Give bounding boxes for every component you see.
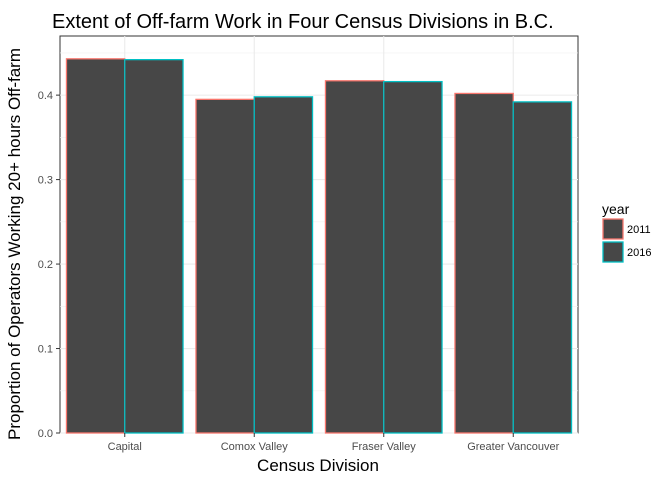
bar (512, 101, 573, 434)
y-tick-label: 0.2 (38, 259, 53, 271)
y-tick-label: 0.4 (38, 90, 53, 102)
bar (65, 58, 126, 434)
bar (454, 92, 514, 434)
legend-label: 2011 (627, 224, 651, 236)
y-tick-label: 0.3 (38, 175, 53, 187)
bar (253, 96, 314, 434)
legend-key (602, 218, 624, 240)
x-tick-label: Capital (108, 441, 142, 453)
chart-title: Extent of Off-farm Work in Four Census D… (52, 11, 554, 33)
y-axis-title: Proportion of Operators Working 20+ hour… (5, 48, 24, 440)
x-axis-title: Census Division (257, 456, 379, 475)
legend-key (602, 241, 624, 263)
axes: 0.0 0.1 0.2 0.3 0.4 Capital Comox Valley Fraser… (38, 90, 560, 453)
x-tick-label: Fraser Valley (352, 441, 416, 453)
bar (324, 80, 385, 434)
y-tick-label: 0.1 (38, 344, 53, 356)
bar (383, 80, 443, 434)
y-tick-label: 0.0 (38, 428, 53, 440)
bars (65, 58, 573, 434)
legend-label: 2016 (627, 247, 651, 259)
legend-title: year (602, 201, 630, 217)
x-tick-label: Comox Valley (221, 441, 289, 453)
x-tick-label: Greater Vancouver (467, 441, 559, 453)
bar (124, 59, 184, 434)
legend: year 2011 2016 (602, 201, 651, 263)
bar (195, 98, 255, 434)
